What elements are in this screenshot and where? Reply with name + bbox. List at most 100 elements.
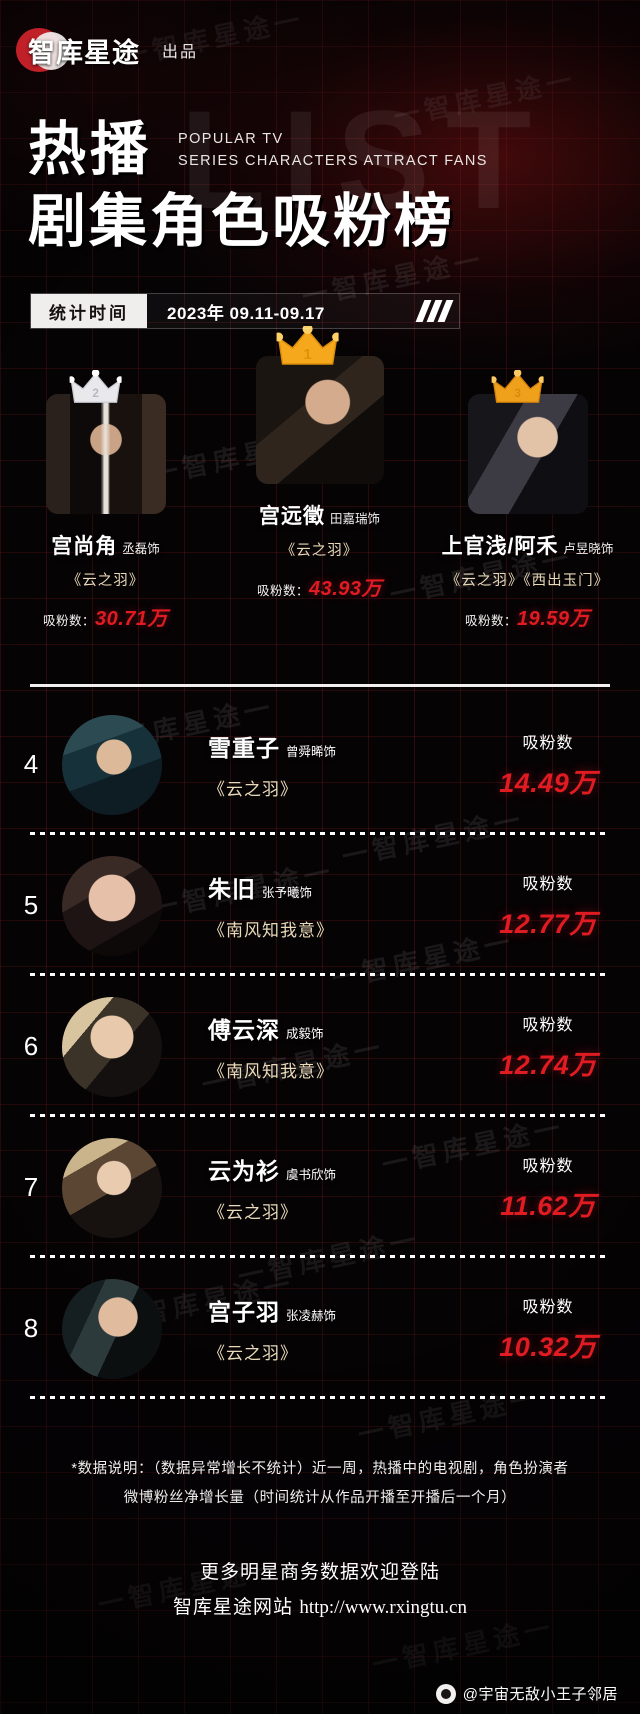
english-subtitle: POPULAR TV SERIES CHARACTERS ATTRACT FAN… [178, 128, 488, 173]
fans-count: 吸粉数：30.71万 [18, 602, 193, 631]
character-name: 朱旧 张予曦饰 [208, 876, 313, 902]
weibo-credit[interactable]: @宇宙无敌小王子邻居 [435, 1683, 618, 1704]
portrait-image [467, 394, 588, 514]
english-subtitle-line-1: POPULAR TV [178, 131, 284, 147]
fans-count: 吸粉数：43.93万 [232, 572, 407, 601]
portrait-image [62, 1137, 162, 1238]
row-divider [30, 1396, 610, 1399]
avatar [467, 394, 588, 514]
svg-text:3: 3 [514, 387, 521, 400]
character-name: 云为衫 虞书欣饰 [208, 1158, 337, 1184]
drama-title: 《云之羽》 [280, 543, 359, 559]
avatar [62, 1137, 162, 1238]
drama-title: 《南风知我意》 [208, 1062, 334, 1081]
fans-value: 10.32万 [499, 1332, 597, 1362]
data-note-line-2: 微博粉丝净增长量（时间统计从作品开播至开播后一个月） [123, 1490, 517, 1506]
promo-line-2: 智库星途网站 http://www.rxingtu.cn [0, 1590, 640, 1625]
drama-title: 《云之羽》 [208, 780, 298, 799]
character-name: 宫子羽 张凌赫饰 [208, 1299, 337, 1325]
drama-title: 《云之羽》《西出玉门》 [445, 573, 610, 589]
character-name: 宫远徵 田嘉瑞饰 [258, 505, 380, 528]
brand-logo: 智库星途 [16, 28, 140, 72]
rank-number: 4 [23, 749, 39, 779]
fans-value: 14.49万 [499, 768, 597, 798]
list-item[interactable]: 7 云为衫 虞书欣饰 《云之羽》 吸粉数 11.62万 [0, 1117, 640, 1258]
list-item[interactable]: 8 宫子羽 张凌赫饰 《云之羽》 吸粉数 10.32万 [0, 1258, 640, 1399]
drama-title: 《云之羽》 [208, 1203, 298, 1222]
podium-item-rank-3[interactable]: 3 上官浅/阿禾 卢昱晓饰 《云之羽》《西出玉门》 吸粉数：19.59万 [440, 370, 615, 631]
promo-url[interactable]: http://www.rxingtu.cn [299, 1597, 467, 1619]
date-bar: 统计时间 2023年 09.11-09.17 [30, 293, 460, 329]
podium-item-rank-1[interactable]: 1 宫远徵 田嘉瑞饰 《云之羽》 吸粉数：43.93万 [232, 326, 407, 601]
fans-label: 吸粉数 [522, 1299, 574, 1316]
ranking-list: 4 雪重子 曾舜晞饰 《云之羽》 吸粉数 14.49万 5 朱旧 张予曦饰 《 [0, 694, 640, 1399]
svg-text:1: 1 [303, 346, 311, 363]
fans-label: 吸粉数： [256, 584, 309, 598]
brand-bar: 智库星途 出品 [16, 28, 199, 72]
character-name: 傅云深 成毅饰 [208, 1017, 324, 1043]
fans-label: 吸粉数： [42, 614, 95, 628]
character-name: 宫尚角 丞磊饰 [51, 535, 160, 558]
drama-title: 《云之羽》 [208, 1344, 298, 1363]
data-note-line-1: *数据说明：（数据异常增长不统计）近一周，热播中的电视剧，角色扮演者 [71, 1461, 569, 1477]
character-name: 雪重子 曾舜晞饰 [208, 735, 337, 761]
rank-number: 8 [23, 1313, 39, 1343]
actor-name: 曾舜晞饰 [286, 745, 337, 759]
fans-count: 吸粉数：19.59万 [440, 602, 615, 631]
portrait-image [62, 1278, 162, 1379]
avatar [62, 1278, 162, 1379]
avatar [255, 356, 384, 484]
bronze-crown-icon: 3 [491, 370, 544, 403]
gold-crown-icon: 1 [276, 326, 339, 365]
weibo-handle: @宇宙无敌小王子邻居 [462, 1686, 618, 1703]
slashes-decoration-icon [415, 294, 459, 328]
fans-value: 19.59万 [516, 608, 591, 630]
drama-title: 《云之羽》 [66, 573, 145, 589]
date-value: 2023年 09.11-09.17 [167, 303, 325, 323]
produced-by-label: 出品 [162, 44, 199, 61]
character-name: 上官浅/阿禾 卢昱晓饰 [441, 535, 614, 558]
portrait-image [62, 996, 162, 1097]
data-note: *数据说明：（数据异常增长不统计）近一周，热播中的电视剧，角色扮演者 微博粉丝净… [0, 1455, 640, 1513]
actor-name: 虞书欣饰 [286, 1168, 337, 1182]
podium-top3: 2 宫尚角 丞磊饰 《云之羽》 吸粉数：30.71万 1 宫远徵 田嘉瑞饰 《云之羽… [0, 326, 640, 655]
fans-value: 11.62万 [500, 1191, 596, 1221]
title-block: LIST 热播 POPULAR TV SERIES CHARACTERS ATT… [0, 90, 640, 276]
podium-item-rank-2[interactable]: 2 宫尚角 丞磊饰 《云之羽》 吸粉数：30.71万 [18, 370, 193, 631]
promo-prefix: 智库星途网站 [173, 1597, 300, 1619]
fans-value: 12.74万 [499, 1050, 597, 1080]
rank-number: 5 [23, 890, 39, 920]
list-item[interactable]: 4 雪重子 曾舜晞饰 《云之羽》 吸粉数 14.49万 [0, 694, 640, 835]
list-item[interactable]: 6 傅云深 成毅饰 《南风知我意》 吸粉数 12.74万 [0, 976, 640, 1117]
promo-line-1: 更多明星商务数据欢迎登陆 [199, 1562, 440, 1583]
rank-number: 6 [23, 1031, 39, 1061]
portrait-image [45, 394, 166, 514]
silver-crown-icon: 2 [69, 370, 122, 403]
section-divider [30, 684, 610, 687]
actor-name: 成毅饰 [286, 1027, 324, 1041]
fans-value: 12.77万 [499, 909, 597, 939]
avatar [45, 394, 166, 514]
avatar [62, 855, 162, 956]
weibo-icon [435, 1683, 456, 1704]
svg-text:2: 2 [92, 387, 99, 400]
actor-name: 田嘉瑞饰 [329, 512, 380, 526]
english-subtitle-line-2: SERIES CHARACTERS ATTRACT FANS [178, 153, 488, 170]
title-line-2: 剧集角色吸粉榜 [28, 189, 456, 254]
portrait-image [62, 714, 162, 815]
brand-name: 智库星途 [28, 37, 140, 68]
actor-name: 张予曦饰 [262, 886, 313, 900]
rank-number: 7 [23, 1172, 39, 1202]
actor-name: 丞磊饰 [122, 542, 160, 556]
date-label: 统计时间 [31, 294, 147, 328]
fans-label: 吸粉数 [522, 1017, 574, 1034]
fans-value: 43.93万 [308, 578, 383, 600]
fans-label: 吸粉数： [464, 614, 517, 628]
avatar [62, 996, 162, 1097]
avatar [62, 714, 162, 815]
promo-block: 更多明星商务数据欢迎登陆 智库星途网站 http://www.rxingtu.c… [0, 1555, 640, 1625]
actor-name: 张凌赫饰 [286, 1309, 337, 1323]
drama-title: 《南风知我意》 [208, 921, 334, 940]
list-item[interactable]: 5 朱旧 张予曦饰 《南风知我意》 吸粉数 12.77万 [0, 835, 640, 976]
